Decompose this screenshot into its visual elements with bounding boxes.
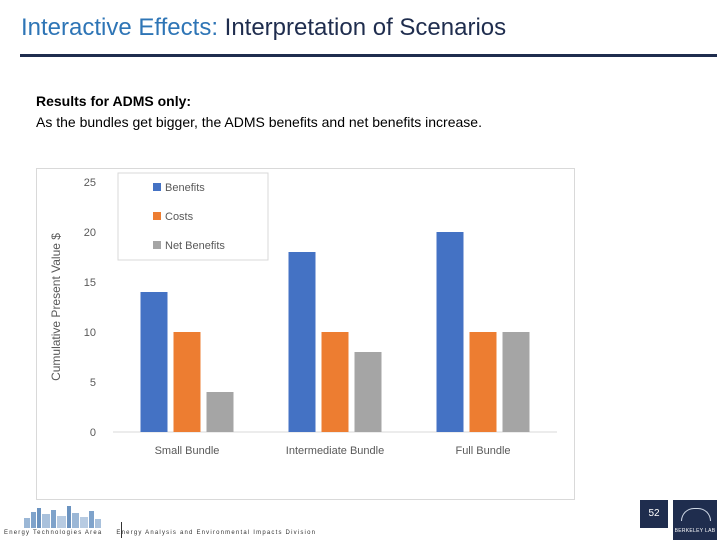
legend-swatch — [153, 241, 161, 249]
bar-net-benefits — [502, 332, 530, 432]
bar-benefits — [436, 232, 464, 432]
footer-right: Energy Analysis and Environmental Impact… — [116, 530, 317, 536]
title-rest: Interpretation of Scenarios — [217, 14, 507, 41]
y-tick-label: 20 — [84, 227, 96, 239]
footer-left: Energy Technologies Area — [4, 530, 103, 536]
bar-benefits — [140, 292, 168, 432]
bar-costs — [321, 332, 349, 432]
legend-label: Costs — [165, 211, 194, 223]
logo-text: BERKELEY LAB — [674, 528, 716, 534]
bar-chart: Cumulative Present Value $ 0 5 10 15 20 25 Smal… — [49, 172, 557, 457]
bar-benefits — [288, 252, 316, 432]
y-tick-label: 10 — [84, 327, 96, 339]
title-underline — [20, 54, 717, 57]
y-tick-label: 5 — [90, 377, 96, 389]
slide-title: Interactive Effects: Interpretation of S… — [21, 14, 506, 42]
page-number: 52 — [640, 500, 668, 528]
title-accent: Interactive Effects: — [21, 14, 218, 41]
logo-arch-icon — [681, 508, 711, 521]
y-tick-label: 25 — [84, 177, 96, 189]
legend-swatch — [153, 212, 161, 220]
y-tick-label: 0 — [90, 427, 96, 439]
legend-label: Benefits — [165, 182, 205, 194]
footer-separator — [121, 522, 122, 538]
y-tick-label: 15 — [84, 277, 96, 289]
footer-division-text: Energy Technologies Area Energy Analysis … — [4, 530, 316, 536]
y-axis-title: Cumulative Present Value $ — [49, 233, 63, 381]
bar-net-benefits — [354, 352, 382, 432]
intro-body: As the bundles get bigger, the ADMS bene… — [36, 114, 482, 130]
bar-costs — [173, 332, 201, 432]
legend-label: Net Benefits — [165, 240, 225, 252]
chart-frame: Cumulative Present Value $ 0 5 10 15 20 25 Smal… — [36, 168, 575, 500]
legend-box — [117, 172, 269, 261]
intro-heading: Results for ADMS only: — [36, 93, 192, 109]
legend-swatch — [153, 183, 161, 191]
bar-net-benefits — [206, 392, 234, 432]
x-category-label: Full Bundle — [455, 445, 510, 457]
berkeley-lab-logo: BERKELEY LAB — [673, 500, 717, 540]
intro-text: Results for ADMS only: As the bundles ge… — [36, 91, 482, 133]
x-category-label: Small Bundle — [155, 445, 220, 457]
bar-costs — [469, 332, 497, 432]
x-category-label: Intermediate Bundle — [286, 445, 384, 457]
berkeley-skyline-icon — [24, 506, 101, 528]
